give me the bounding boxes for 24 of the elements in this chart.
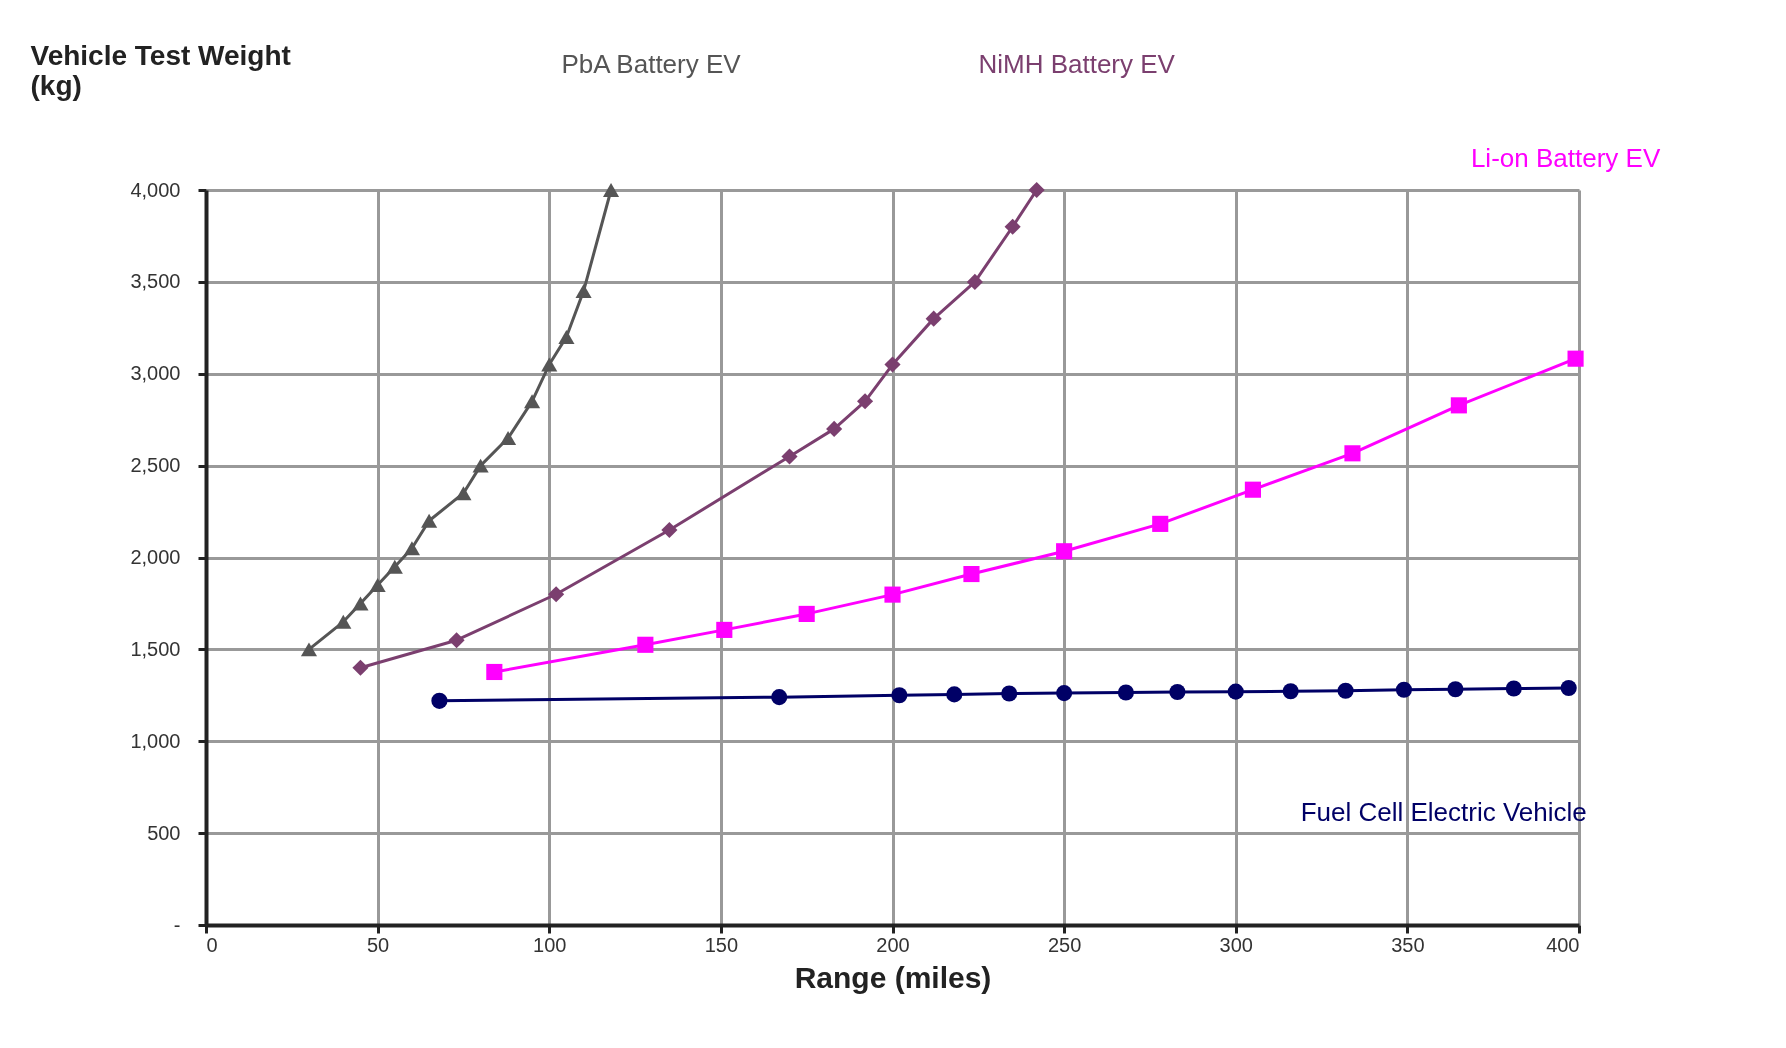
x-tick-label: 350: [1391, 933, 1425, 956]
x-tick-label: 150: [704, 933, 739, 956]
y-axis-title: Vehicle Test Weight (kg): [30, 39, 291, 101]
y-tick-label: 3,000: [130, 362, 181, 385]
y-tick-label: 1,500: [130, 637, 181, 660]
x-tick-label: 50: [367, 933, 390, 956]
x-tick-label: 300: [1219, 933, 1253, 956]
y-tick-label: 3,500: [130, 270, 181, 293]
y-tick-label: 1,000: [130, 729, 181, 752]
y-tick-label: 2,500: [130, 454, 181, 477]
x-tick-label: 0: [206, 933, 218, 956]
y-tick-label: 500: [147, 821, 181, 844]
text: PbA Battery EV: [561, 49, 742, 79]
x-tick-label: 100: [533, 933, 567, 956]
text: Fuel Cell Electric Vehicle: [1300, 796, 1587, 827]
y-tick-label: 2,000: [130, 546, 181, 568]
text: NiMH Battery EV: [978, 49, 1176, 79]
y-tick-label: 4,000: [130, 178, 181, 201]
text: Li-on Battery EV: [1470, 142, 1661, 173]
x-tick-label: 400: [1546, 933, 1580, 956]
x-tick-label: 250: [1047, 933, 1082, 956]
y-tick-label: -: [173, 913, 181, 936]
x-tick-label: 200: [876, 933, 910, 956]
x-axis-title: Range (miles): [794, 960, 992, 994]
